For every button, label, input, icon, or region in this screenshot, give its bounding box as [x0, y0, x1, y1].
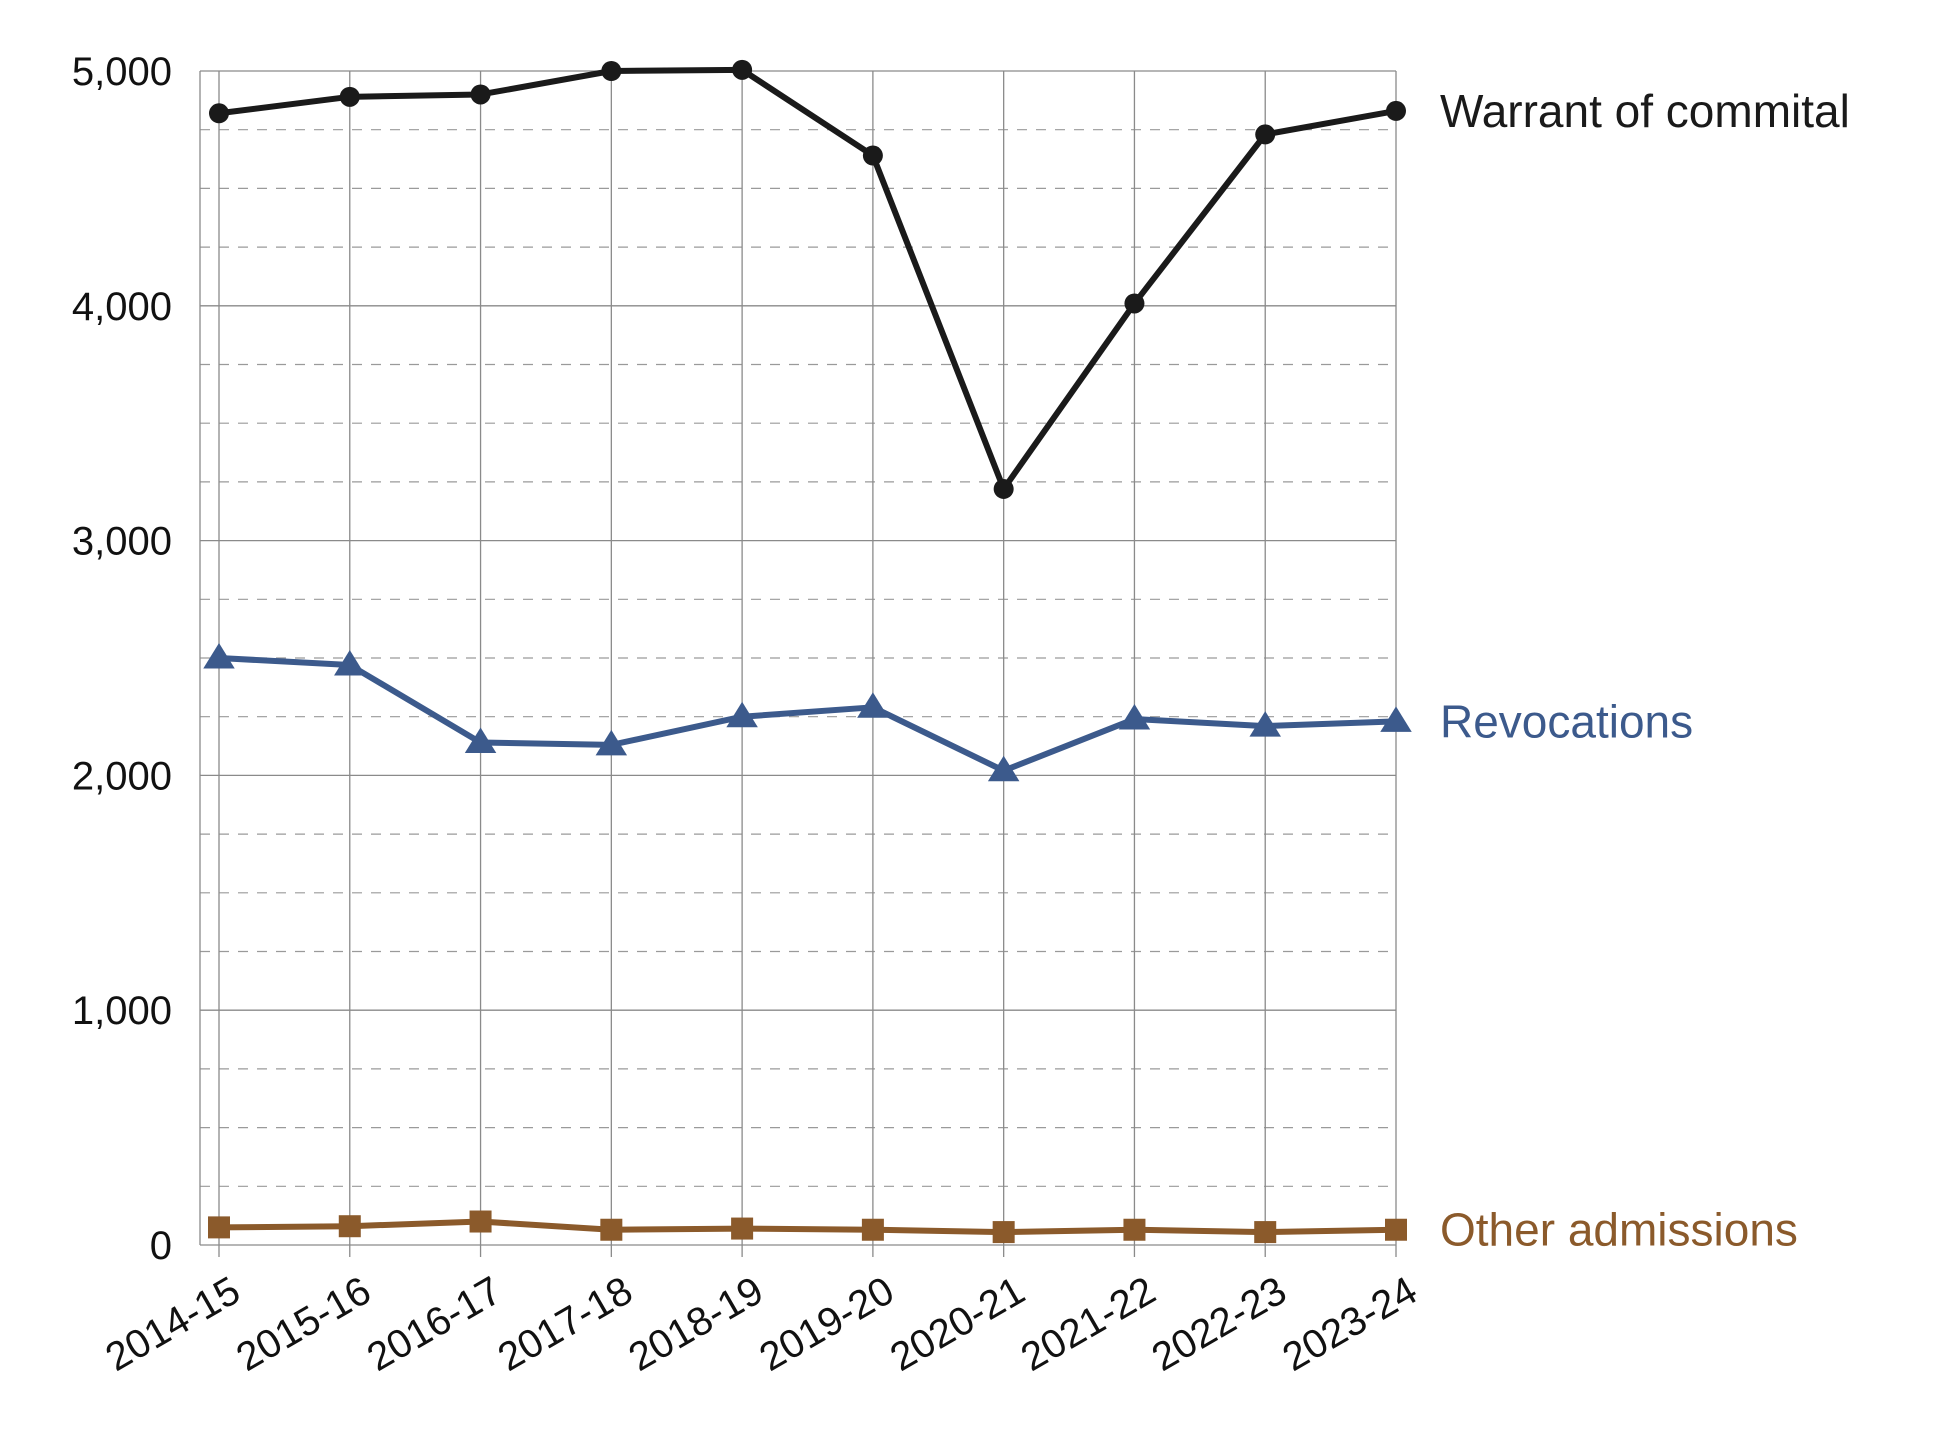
- data-point-marker: [470, 84, 491, 105]
- y-tick-label: 3,000: [72, 520, 172, 564]
- x-tick-label: 2021-22: [1014, 1268, 1163, 1380]
- data-point-marker: [600, 1218, 623, 1241]
- x-tick-label: 2022-23: [1145, 1268, 1294, 1380]
- data-point-marker: [1386, 100, 1406, 121]
- x-tick-label: 2016-17: [360, 1268, 509, 1380]
- x-tick-label: 2019-20: [752, 1268, 901, 1380]
- series-line: [216, 66, 1399, 492]
- data-point-marker: [209, 103, 229, 124]
- series-label: Revocations: [1440, 695, 1693, 747]
- data-point-marker: [1118, 704, 1151, 730]
- x-tick-label: 2015-16: [229, 1268, 378, 1380]
- data-point-marker: [1123, 1218, 1146, 1241]
- labels: Warrant of commital Revocations Other admi…: [1440, 85, 1850, 1256]
- grid: [200, 70, 1397, 1257]
- data-point-marker: [1124, 293, 1145, 314]
- data-point-marker: [1249, 711, 1281, 737]
- x-tick-label: 2023-24: [1275, 1268, 1424, 1380]
- data-point-marker: [732, 59, 753, 80]
- data-point-marker: [208, 1216, 230, 1239]
- series-line: [216, 655, 1399, 774]
- x-tick-label: 2018-19: [621, 1268, 770, 1380]
- data-point-marker: [731, 1217, 754, 1240]
- data-point-marker: [861, 1218, 884, 1241]
- data-point-marker: [469, 1210, 492, 1233]
- data-point-marker: [993, 478, 1014, 499]
- x-tick-label: 2017-18: [491, 1268, 640, 1380]
- data-point-marker: [595, 729, 628, 756]
- data-point-marker: [1385, 1218, 1407, 1241]
- y-tick-label: 2,000: [72, 754, 172, 798]
- x-tick-label: 2014-15: [98, 1268, 247, 1380]
- data-point-marker: [1254, 1221, 1277, 1244]
- data-point-marker: [857, 692, 889, 718]
- data-point-marker: [338, 1215, 361, 1238]
- data-point-marker: [334, 650, 366, 676]
- y-tick-label: 0: [150, 1224, 172, 1268]
- data-point-marker: [203, 643, 235, 669]
- data-point-marker: [339, 86, 360, 107]
- series-label: Other admissions: [1440, 1204, 1798, 1256]
- data-point-marker: [464, 727, 497, 754]
- data-point-marker: [1380, 706, 1412, 732]
- data-point-marker: [726, 701, 758, 728]
- data-point-marker: [1255, 124, 1276, 145]
- series: [203, 59, 1412, 1244]
- data-point-marker: [862, 145, 883, 166]
- data-point-marker: [601, 61, 622, 81]
- y-tick-label: 4,000: [72, 285, 172, 329]
- data-point-marker: [992, 1221, 1015, 1244]
- x-tick-label: 2020-21: [883, 1268, 1032, 1380]
- y-tick-label: 5,000: [72, 50, 172, 94]
- data-point-marker: [987, 755, 1020, 782]
- series-label: Warrant of commital: [1440, 85, 1850, 137]
- y-tick-label: 1,000: [72, 989, 172, 1033]
- series-line: [216, 1218, 1399, 1236]
